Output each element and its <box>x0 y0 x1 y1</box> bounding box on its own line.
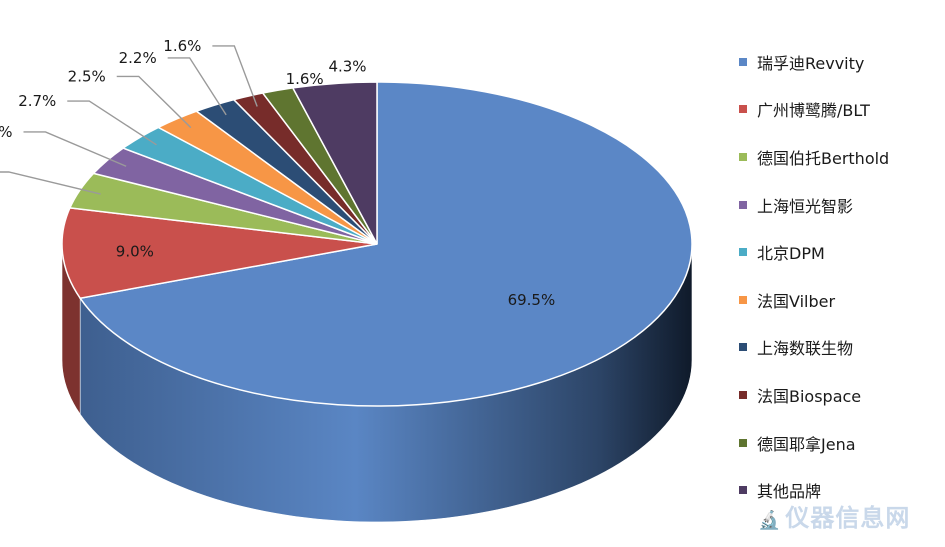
pie-slice-10 <box>291 81 378 245</box>
legend-swatch-7 <box>739 343 747 352</box>
legend-swatch-8 <box>739 390 747 399</box>
data-label-1: 69.5% <box>508 291 556 309</box>
legend-label-1: 瑞孚迪Revvity <box>757 53 865 73</box>
leader-line-3 <box>0 171 101 195</box>
legend-swatch-6 <box>739 295 747 304</box>
watermark-logo-icon: 🔬 <box>758 510 782 531</box>
chart-legend: 瑞孚迪Revvity 广州博鹭腾/BLT 德国伯托Berthold 上海恒光智影 北京D… <box>739 38 939 514</box>
leader-line-7 <box>167 57 227 116</box>
data-label-10: 4.3% <box>328 58 366 76</box>
pie-slice-1 <box>78 81 693 407</box>
data-label-5: 2.7% <box>18 92 56 110</box>
data-label-2: 9.0% <box>116 242 154 260</box>
leader-line-4 <box>23 131 127 167</box>
legend-item-8: 法国Biospace <box>739 371 939 419</box>
legend-swatch-5 <box>739 248 747 257</box>
leader-line-8 <box>212 45 258 107</box>
legend-item-10: 其他品牌 <box>739 466 939 514</box>
leader-line-6 <box>116 75 192 129</box>
legend-item-3: 德国伯托Berthold <box>739 133 939 181</box>
pie-slice-2 <box>61 207 378 300</box>
legend-label-10: 其他品牌 <box>757 482 822 502</box>
legend-swatch-2 <box>739 105 747 114</box>
legend-swatch-4 <box>739 200 747 209</box>
data-label-6: 2.5% <box>68 67 106 85</box>
leader-line-5 <box>67 100 157 146</box>
legend-label-6: 法国Vilber <box>757 291 836 311</box>
data-label-4: 2.9% <box>0 123 13 141</box>
legend-swatch-3 <box>739 152 747 161</box>
pie-chart-svg: 69.5%9.0%3.6%2.9%2.7%2.5%2.2%1.6%1.6%4.3… <box>0 37 693 523</box>
watermark: 🔬 仪器信息网 <box>758 498 910 533</box>
legend-swatch-1 <box>739 57 747 66</box>
legend-label-7: 上海数联生物 <box>757 339 854 359</box>
data-label-9: 1.6% <box>286 70 324 88</box>
data-label-8: 1.6% <box>163 37 201 55</box>
pie-chart: 69.5%9.0%3.6%2.9%2.7%2.5%2.2%1.6%1.6%4.3… <box>0 37 693 523</box>
legend-item-1: 瑞孚迪Revvity <box>739 38 939 86</box>
legend-label-9: 德国耶拿Jena <box>757 434 856 454</box>
legend-item-5: 北京DPM <box>739 228 939 276</box>
legend-label-5: 北京DPM <box>757 244 825 264</box>
legend-swatch-10 <box>739 486 747 495</box>
legend-label-3: 德国伯托Berthold <box>757 148 890 168</box>
legend-item-4: 上海恒光智影 <box>739 181 939 229</box>
legend-label-2: 广州博鹭腾/BLT <box>757 101 870 121</box>
legend-label-8: 法国Biospace <box>757 386 862 406</box>
legend-label-4: 上海恒光智影 <box>757 196 854 216</box>
legend-item-7: 上海数联生物 <box>739 324 939 372</box>
legend-item-2: 广州博鹭腾/BLT <box>739 86 939 134</box>
legend-swatch-9 <box>739 438 747 447</box>
watermark-text: 仪器信息网 <box>785 504 911 532</box>
legend-item-9: 德国耶拿Jena <box>739 419 939 467</box>
legend-item-6: 法国Vilber <box>739 276 939 324</box>
data-label-7: 2.2% <box>119 49 157 67</box>
